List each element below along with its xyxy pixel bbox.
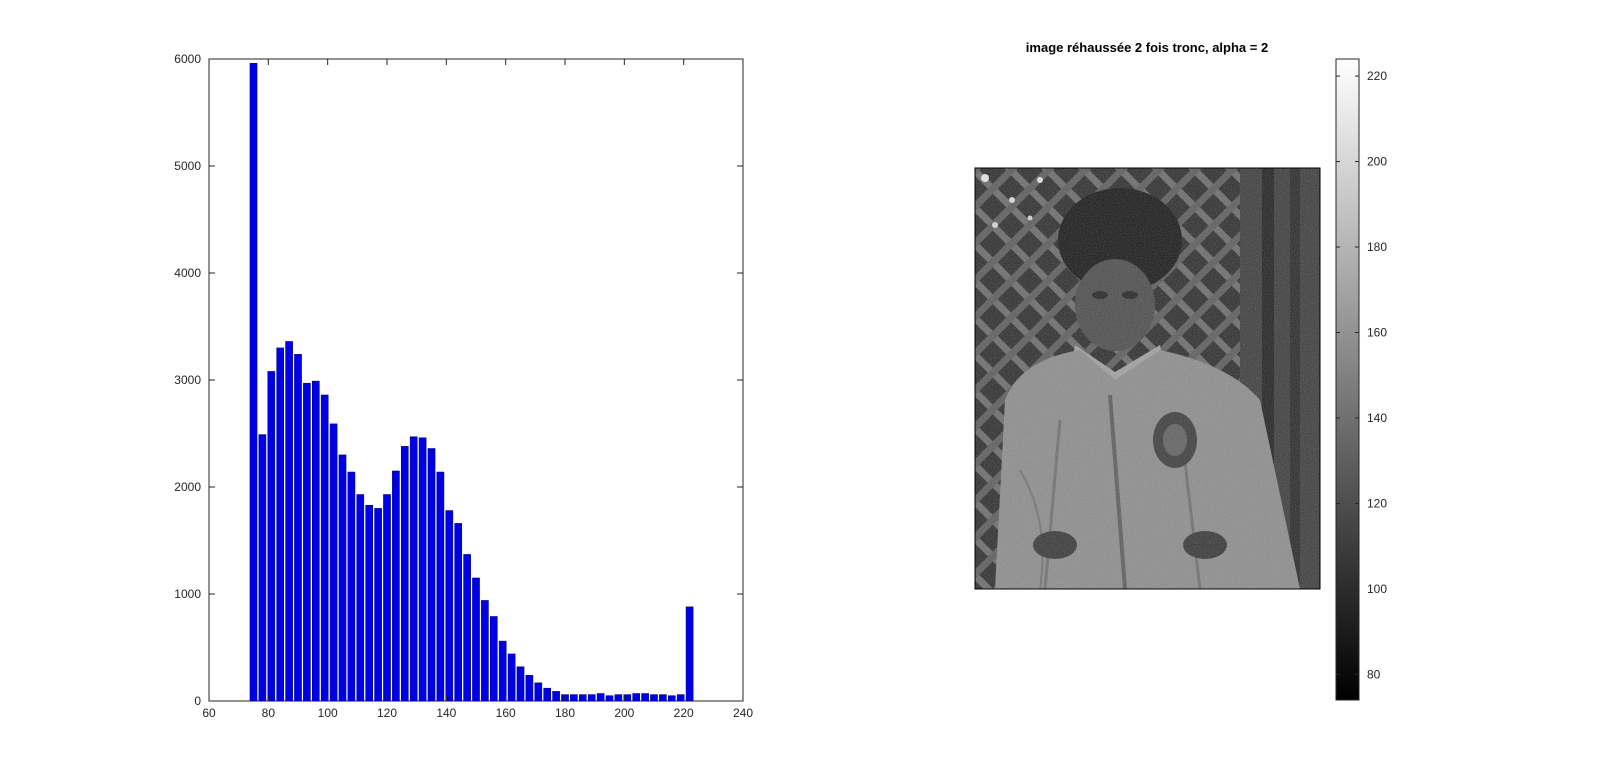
histogram-bar — [267, 371, 276, 702]
histogram-bar — [498, 640, 507, 702]
colorbar-tick-label: 220 — [1367, 69, 1387, 83]
histogram-bar — [587, 694, 596, 702]
histogram-bar — [623, 694, 632, 702]
y-tick-label: 1000 — [174, 587, 201, 601]
histogram-bar — [507, 653, 516, 702]
colorbar: 80 100 120 140 160 180 200 220 — [1335, 58, 1387, 701]
histogram-bar — [418, 437, 427, 702]
histogram-bar — [614, 694, 623, 702]
histogram-bar — [489, 616, 498, 702]
histogram-bar — [294, 354, 302, 702]
histogram-bar — [481, 600, 489, 702]
histogram-bar — [383, 494, 391, 702]
histogram-chart: 60 80 100 120 140 160 180 200 220 240 0 1000 2000 30… — [174, 52, 753, 720]
histogram-bar — [392, 470, 400, 702]
colorbar-tick-label: 180 — [1367, 240, 1387, 254]
histogram-bar — [249, 63, 258, 702]
histogram-bar — [436, 471, 445, 702]
histogram-bar — [285, 341, 293, 702]
colorbar-tick-label: 100 — [1367, 582, 1387, 596]
histogram-bar — [463, 554, 471, 702]
histogram-bar — [685, 606, 694, 702]
histogram-bar — [276, 347, 285, 702]
histogram-bar — [311, 380, 320, 702]
histogram-bars — [249, 63, 694, 702]
x-tick-label: 80 — [262, 706, 276, 720]
histogram-bar — [320, 394, 329, 702]
x-tick-label: 140 — [436, 706, 456, 720]
colorbar-tick-label: 80 — [1367, 667, 1381, 681]
histogram-bar — [374, 508, 382, 702]
histogram-bar — [659, 694, 667, 702]
image-panel: image réhaussée 2 fois tronc, alpha = 2 — [974, 40, 1387, 701]
histogram-bar — [552, 691, 560, 702]
histogram-bar — [543, 687, 552, 702]
y-tick-label: 4000 — [174, 266, 201, 280]
histogram-bar — [427, 448, 436, 702]
x-tick-label: 240 — [733, 706, 753, 720]
histogram-bar — [329, 423, 338, 702]
histogram-bar — [400, 446, 409, 702]
histogram-bar — [303, 382, 311, 702]
x-tick-label: 200 — [614, 706, 634, 720]
x-tick-label: 220 — [674, 706, 694, 720]
histogram-bar — [570, 694, 578, 702]
histogram-bar — [632, 693, 641, 702]
histogram-bar — [650, 694, 658, 702]
colorbar-tick-label: 160 — [1367, 325, 1387, 339]
enhanced-grayscale-image — [975, 168, 1320, 589]
colorbar-tick-label: 140 — [1367, 411, 1387, 425]
x-tick-label: 180 — [555, 706, 575, 720]
y-tick-label: 0 — [194, 694, 201, 708]
histogram-bar — [338, 454, 347, 702]
x-tick-label: 100 — [318, 706, 338, 720]
colorbar-tick-label: 120 — [1367, 496, 1387, 510]
x-tick-label: 60 — [202, 706, 216, 720]
histogram-bar — [596, 693, 605, 702]
colorbar-gradient — [1335, 58, 1360, 701]
histogram-bar — [258, 434, 267, 702]
y-tick-label: 5000 — [174, 159, 201, 173]
histogram-x-ticks: 60 80 100 120 140 160 180 200 220 240 — [202, 59, 753, 720]
colorbar-ticks: 80 100 120 140 160 180 200 220 — [1336, 69, 1387, 681]
histogram-bar — [347, 471, 356, 702]
histogram-bar — [365, 504, 374, 702]
histogram-bar — [445, 510, 454, 702]
histogram-bar — [534, 682, 543, 702]
y-tick-label: 6000 — [174, 52, 201, 66]
histogram-bar — [667, 695, 676, 702]
x-tick-label: 120 — [377, 706, 397, 720]
x-tick-label: 160 — [496, 706, 516, 720]
histogram-bar — [641, 693, 649, 702]
histogram-bar — [516, 666, 525, 702]
histogram-y-ticks: 0 1000 2000 3000 4000 5000 6000 — [174, 52, 743, 708]
histogram-bar — [676, 694, 685, 702]
histogram-bar — [356, 494, 365, 702]
histogram-bar — [578, 694, 587, 702]
colorbar-tick-label: 200 — [1367, 155, 1387, 169]
image-title: image réhaussée 2 fois tronc, alpha = 2 — [1026, 40, 1268, 55]
histogram-bar — [605, 695, 614, 702]
histogram-bar — [472, 577, 480, 702]
y-tick-label: 3000 — [174, 373, 201, 387]
histogram-bar — [409, 436, 418, 702]
histogram-bar — [454, 523, 463, 702]
y-tick-label: 2000 — [174, 480, 201, 494]
histogram-bar — [525, 675, 534, 702]
